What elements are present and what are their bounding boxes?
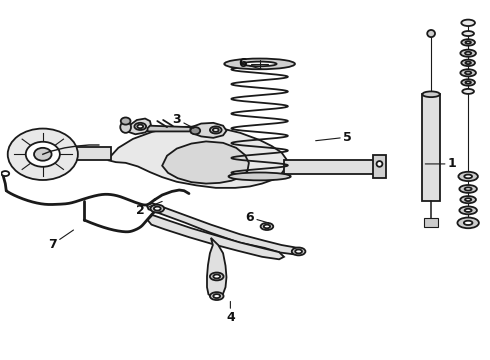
Circle shape	[121, 117, 130, 125]
Ellipse shape	[459, 172, 478, 181]
Ellipse shape	[465, 71, 471, 74]
Ellipse shape	[462, 89, 474, 94]
Ellipse shape	[466, 62, 471, 64]
Ellipse shape	[154, 207, 161, 211]
Ellipse shape	[224, 59, 295, 69]
Text: 6: 6	[245, 211, 269, 224]
Ellipse shape	[137, 125, 143, 128]
Circle shape	[8, 129, 78, 180]
Bar	[424, 219, 439, 227]
Ellipse shape	[213, 274, 220, 278]
Ellipse shape	[466, 41, 471, 44]
Polygon shape	[192, 123, 226, 138]
Bar	[33, 147, 111, 160]
Text: 3: 3	[172, 113, 194, 128]
Text: 6: 6	[238, 57, 262, 71]
Text: 2: 2	[136, 202, 162, 217]
Ellipse shape	[464, 175, 472, 178]
Ellipse shape	[461, 60, 475, 66]
Bar	[284, 160, 376, 174]
Ellipse shape	[427, 30, 435, 37]
Ellipse shape	[465, 209, 472, 212]
Ellipse shape	[460, 196, 476, 203]
Polygon shape	[422, 94, 440, 202]
Ellipse shape	[210, 126, 221, 134]
Polygon shape	[109, 126, 287, 188]
Text: 1: 1	[425, 157, 457, 170]
Ellipse shape	[465, 187, 472, 190]
Ellipse shape	[264, 225, 270, 228]
Circle shape	[34, 148, 51, 161]
Ellipse shape	[460, 185, 477, 193]
Ellipse shape	[292, 248, 305, 255]
Polygon shape	[128, 118, 151, 134]
Text: 7: 7	[48, 230, 74, 251]
Polygon shape	[147, 215, 284, 259]
Polygon shape	[373, 155, 386, 178]
Ellipse shape	[150, 204, 164, 212]
Ellipse shape	[458, 217, 479, 228]
Ellipse shape	[422, 91, 440, 97]
Polygon shape	[162, 141, 249, 184]
Ellipse shape	[466, 81, 471, 84]
Ellipse shape	[461, 39, 475, 46]
Ellipse shape	[460, 206, 477, 214]
Ellipse shape	[210, 273, 223, 280]
Text: 5: 5	[316, 131, 352, 144]
Ellipse shape	[460, 69, 476, 76]
Ellipse shape	[464, 221, 472, 225]
Ellipse shape	[120, 121, 131, 133]
Ellipse shape	[228, 172, 291, 180]
Ellipse shape	[462, 31, 474, 36]
Ellipse shape	[460, 50, 476, 57]
Ellipse shape	[213, 294, 220, 298]
Ellipse shape	[261, 223, 273, 230]
Ellipse shape	[465, 198, 471, 201]
Ellipse shape	[465, 52, 471, 55]
Ellipse shape	[1, 171, 9, 176]
Ellipse shape	[213, 128, 219, 132]
Ellipse shape	[134, 123, 146, 130]
Ellipse shape	[243, 62, 276, 66]
Circle shape	[191, 127, 200, 134]
Text: 4: 4	[226, 301, 235, 324]
Polygon shape	[147, 126, 191, 131]
Circle shape	[26, 142, 60, 167]
Ellipse shape	[210, 292, 223, 300]
Ellipse shape	[461, 79, 475, 86]
Ellipse shape	[295, 249, 302, 253]
Polygon shape	[207, 238, 226, 298]
Ellipse shape	[461, 19, 475, 26]
Polygon shape	[147, 203, 301, 254]
Ellipse shape	[376, 161, 382, 167]
